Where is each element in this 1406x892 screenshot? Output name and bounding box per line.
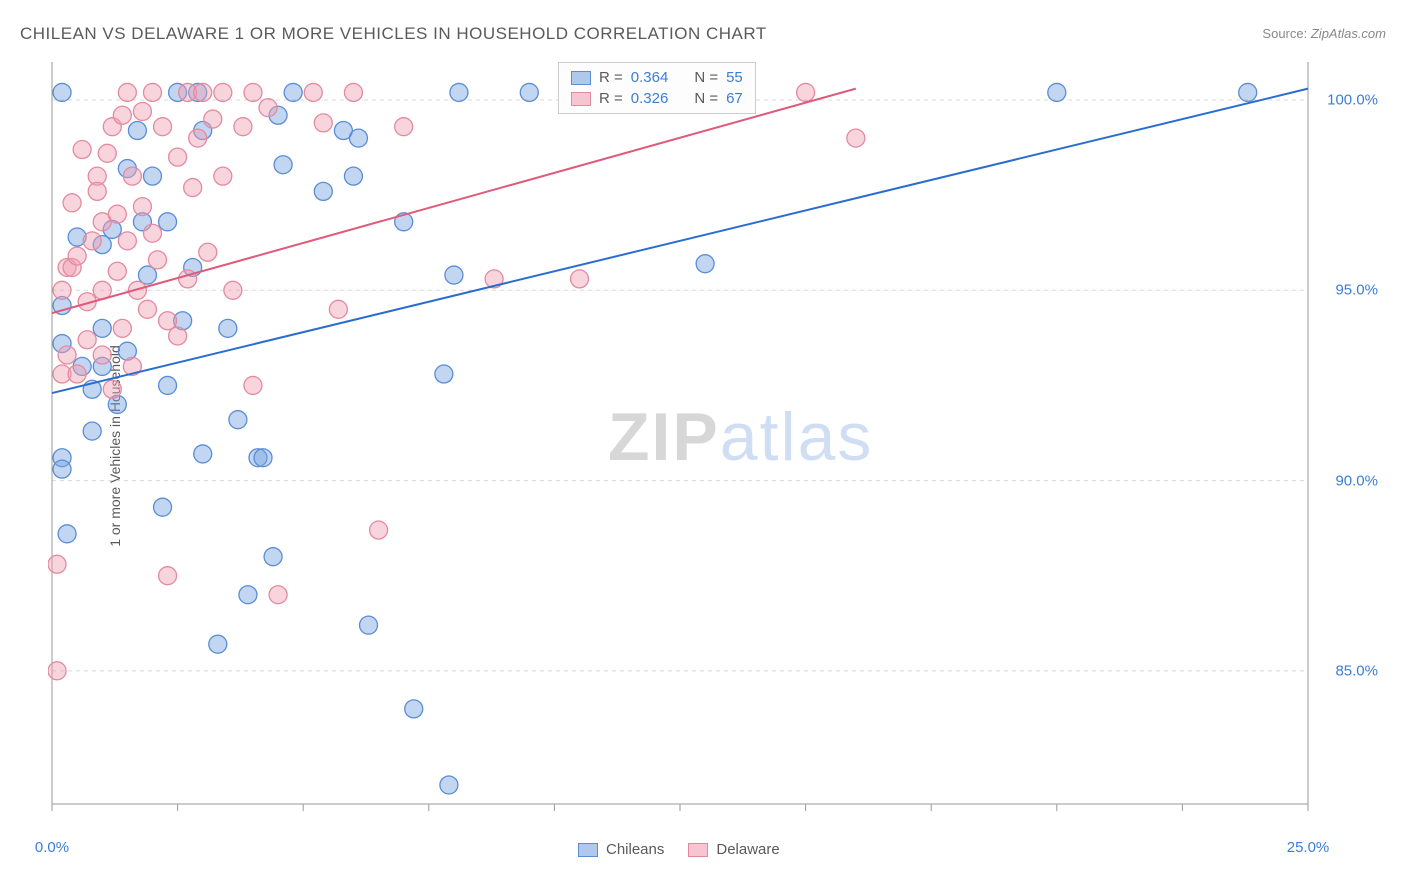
legend-n-label: N = bbox=[694, 69, 718, 86]
series-legend-item: Chileans bbox=[578, 841, 664, 858]
y-tick-label: 85.0% bbox=[1335, 662, 1378, 679]
correlation-legend: R = 0.364 N = 55 R = 0.326 N = 67 bbox=[558, 62, 756, 114]
chart-title: CHILEAN VS DELAWARE 1 OR MORE VEHICLES I… bbox=[20, 24, 767, 44]
legend-swatch bbox=[571, 71, 591, 85]
legend-n-label: N = bbox=[694, 90, 718, 107]
x-tick-label: 0.0% bbox=[35, 839, 69, 856]
scatter-plot-svg bbox=[48, 58, 1388, 828]
source-value: ZipAtlas.com bbox=[1311, 26, 1386, 41]
legend-swatch bbox=[571, 92, 591, 106]
legend-row: R = 0.326 N = 67 bbox=[571, 88, 743, 109]
legend-r-value: 0.326 bbox=[631, 90, 669, 107]
legend-r-value: 0.364 bbox=[631, 69, 669, 86]
source-label: Source: bbox=[1262, 26, 1307, 41]
source-attribution: Source: ZipAtlas.com bbox=[1262, 26, 1386, 41]
legend-r-label: R = bbox=[599, 69, 623, 86]
y-tick-label: 100.0% bbox=[1327, 92, 1378, 109]
series-legend-item: Delaware bbox=[688, 841, 779, 858]
x-tick-label: 25.0% bbox=[1287, 839, 1330, 856]
chart-area: ZIPatlas R = 0.364 N = 55 R = 0.326 N = … bbox=[48, 58, 1388, 828]
legend-n-value: 55 bbox=[726, 69, 743, 86]
legend-n-value: 67 bbox=[726, 90, 743, 107]
legend-row: R = 0.364 N = 55 bbox=[571, 67, 743, 88]
y-tick-label: 90.0% bbox=[1335, 472, 1378, 489]
series-legend: Chileans Delaware bbox=[578, 841, 780, 858]
legend-r-label: R = bbox=[599, 90, 623, 107]
series-legend-label: Delaware bbox=[716, 841, 779, 858]
series-legend-label: Chileans bbox=[606, 841, 664, 858]
legend-swatch bbox=[688, 843, 708, 857]
legend-swatch bbox=[578, 843, 598, 857]
y-tick-label: 95.0% bbox=[1335, 282, 1378, 299]
